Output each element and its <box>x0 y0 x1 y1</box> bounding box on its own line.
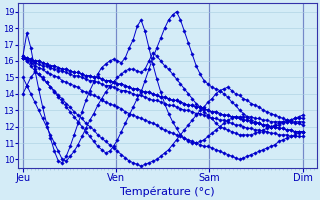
X-axis label: Température (°c): Température (°c) <box>120 186 215 197</box>
